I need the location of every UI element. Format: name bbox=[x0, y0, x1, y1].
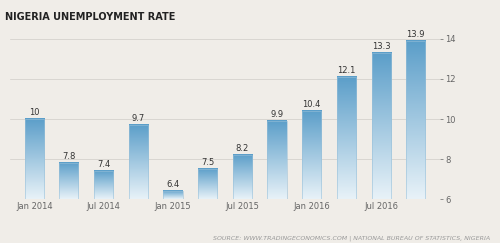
Bar bbox=[94, 171, 113, 199]
Text: 6.4: 6.4 bbox=[166, 180, 179, 189]
Bar bbox=[129, 125, 148, 199]
Bar bbox=[268, 121, 286, 199]
Text: SOURCE: WWW.TRADINGECONOMICS.COM | NATIONAL BUREAU OF STATISTICS, NIGERIA: SOURCE: WWW.TRADINGECONOMICS.COM | NATIO… bbox=[213, 235, 490, 241]
Bar bbox=[233, 155, 252, 199]
Text: 9.9: 9.9 bbox=[270, 110, 283, 119]
Text: 8.2: 8.2 bbox=[236, 144, 249, 153]
Text: 7.5: 7.5 bbox=[201, 158, 214, 167]
Bar bbox=[60, 163, 78, 199]
Bar bbox=[337, 77, 356, 199]
Bar bbox=[302, 111, 321, 199]
Bar bbox=[198, 169, 217, 199]
Bar bbox=[164, 191, 182, 199]
Text: 9.7: 9.7 bbox=[132, 114, 145, 123]
Text: 10: 10 bbox=[29, 108, 40, 117]
Bar bbox=[24, 119, 44, 199]
Text: 13.3: 13.3 bbox=[372, 42, 390, 51]
Text: NIGERIA UNEMPLOYMENT RATE: NIGERIA UNEMPLOYMENT RATE bbox=[5, 12, 175, 22]
Text: 10.4: 10.4 bbox=[302, 100, 321, 109]
Text: 7.8: 7.8 bbox=[62, 152, 76, 161]
Text: 13.9: 13.9 bbox=[406, 30, 425, 39]
Text: 7.4: 7.4 bbox=[97, 160, 110, 169]
Bar bbox=[372, 53, 390, 199]
Text: 12.1: 12.1 bbox=[337, 66, 355, 75]
Bar bbox=[406, 41, 425, 199]
